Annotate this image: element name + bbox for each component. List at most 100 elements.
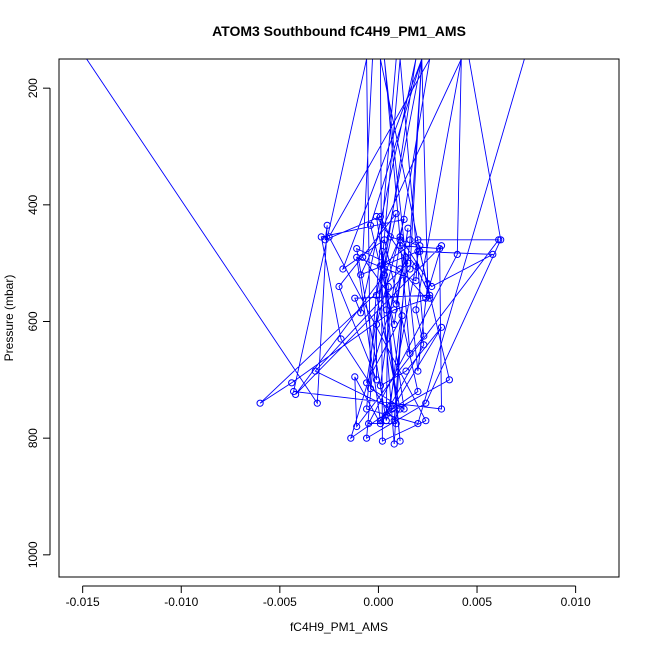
x-tick-label: 0.010 (561, 595, 591, 609)
data-point (406, 265, 414, 273)
data-point (366, 385, 375, 393)
data-point (402, 367, 410, 375)
data-point (290, 387, 298, 396)
plot-frame (58, 58, 620, 578)
data-point (437, 405, 446, 413)
data-point (390, 440, 398, 448)
data-point (414, 420, 422, 428)
marks-layer (86, 59, 525, 448)
data-point (351, 373, 359, 381)
y-tick-label: 400 (26, 195, 40, 215)
data-point (339, 265, 347, 273)
data-point (363, 434, 371, 442)
data-point (412, 306, 420, 314)
y-tick-label: 600 (26, 311, 40, 331)
data-point (414, 236, 422, 244)
data-point (497, 236, 505, 244)
data-point (366, 221, 375, 229)
data-point (365, 420, 373, 428)
data-point (256, 399, 264, 407)
data-point (404, 224, 412, 232)
data-point (372, 320, 381, 328)
data-point (422, 417, 430, 425)
data-point (311, 367, 319, 375)
data-point (396, 233, 404, 241)
data-point (376, 382, 384, 390)
chart-title: ATOM3 Southbound fC4H9_PM1_AMS (212, 23, 466, 39)
data-point (376, 420, 384, 428)
data-point (420, 332, 428, 340)
data-point (437, 323, 446, 331)
data-point (357, 271, 365, 279)
data-point (412, 262, 420, 270)
data-point (372, 212, 381, 221)
data-point (323, 221, 331, 229)
data-point (445, 376, 453, 384)
data-point (414, 247, 422, 256)
data-point (400, 405, 408, 413)
x-tick-label: -0.015 (66, 595, 100, 609)
y-tick-label: 800 (26, 428, 40, 448)
data-point (453, 250, 461, 258)
data-point (420, 341, 428, 349)
data-point (353, 253, 361, 261)
data-point (390, 306, 398, 314)
y-tick-label: 200 (26, 78, 40, 98)
data-point (414, 387, 422, 396)
data-point (325, 233, 333, 241)
data-point (337, 335, 345, 343)
data-point (396, 437, 404, 445)
data-point (426, 291, 434, 299)
data-point (386, 233, 394, 241)
data-point (384, 282, 392, 291)
data-point (412, 277, 420, 285)
x-tick-label: 0.005 (462, 595, 492, 609)
data-point (422, 399, 430, 407)
data-point (489, 250, 497, 258)
data-point (406, 236, 414, 244)
x-tick-label: -0.005 (263, 595, 297, 609)
data-point (382, 306, 390, 314)
data-point (376, 262, 384, 270)
x-axis-title: fC4H9_PM1_AMS (290, 620, 388, 634)
data-point (376, 417, 384, 425)
data-point (382, 411, 390, 419)
axes-layer: -0.015 -0.010 -0.005 0.000 0.005 0.010 200 400 6… (26, 78, 591, 609)
data-point (388, 405, 396, 413)
data-point (495, 236, 503, 244)
data-point (317, 233, 325, 241)
x-tick-label: 0.000 (363, 595, 393, 609)
data-point (335, 282, 343, 291)
data-point (313, 399, 321, 407)
data-point (424, 280, 432, 288)
data-point (378, 247, 386, 256)
data-point (347, 434, 355, 442)
data-point (416, 247, 424, 256)
series-line (86, 59, 525, 445)
data-point (372, 291, 381, 299)
data-point (378, 437, 386, 445)
data-point (363, 405, 371, 413)
data-point (351, 294, 359, 302)
x-tick-label: -0.010 (164, 595, 198, 609)
data-point (372, 376, 381, 384)
data-point (414, 367, 422, 375)
data-point (396, 265, 404, 273)
data-point (426, 294, 434, 302)
y-tick-label: 1000 (26, 541, 40, 568)
data-point (436, 245, 444, 253)
data-point (380, 236, 388, 244)
data-point (396, 405, 404, 413)
data-point (357, 309, 365, 317)
data-point (353, 422, 361, 431)
data-point (400, 215, 408, 223)
data-point (406, 350, 414, 358)
data-point (398, 312, 406, 320)
data-point (396, 236, 404, 244)
data-point (390, 320, 398, 328)
data-point (376, 212, 384, 221)
data-point (363, 379, 371, 387)
